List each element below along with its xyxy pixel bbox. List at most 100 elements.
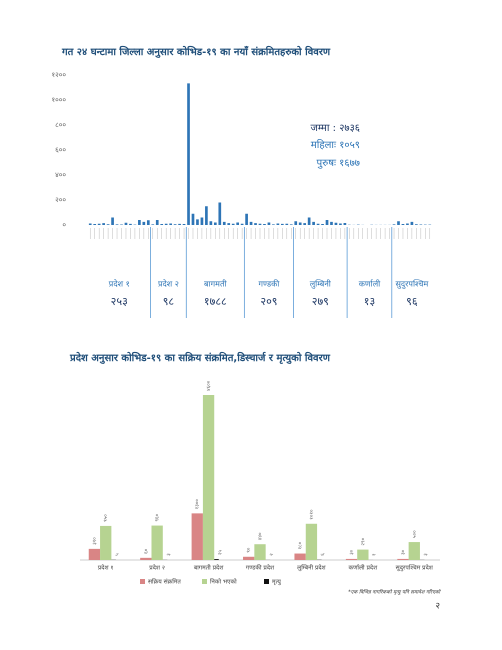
group-label: सुदुरपश्चिम [395, 279, 428, 290]
page-number: २ [435, 602, 440, 612]
bar [200, 217, 204, 225]
bar [202, 395, 215, 560]
bar [408, 542, 420, 560]
x-tick-label: प्रदेश १ [98, 564, 114, 572]
bar [415, 224, 418, 225]
bar [401, 224, 405, 225]
bar [164, 223, 168, 225]
bar [111, 217, 114, 225]
group-total: २०९ [260, 295, 277, 308]
legend-swatch [140, 579, 145, 584]
value-label: २५ [217, 550, 223, 556]
legend-label: मृत्यु [272, 579, 282, 586]
bar [205, 206, 208, 225]
value-label: ३० [400, 549, 406, 555]
bar [240, 223, 244, 225]
bar [222, 221, 226, 225]
x-tick-label: प्रदेश २ [149, 564, 165, 572]
bar [312, 221, 315, 225]
legend-swatch [202, 579, 207, 584]
bar [397, 558, 409, 560]
bar [173, 224, 177, 225]
chart-title: गत २४ घन्टामा जिल्ला अनुसार कोभिड-१९ का … [61, 45, 331, 58]
bar [289, 224, 293, 225]
bar [316, 223, 320, 225]
bar [140, 557, 152, 560]
bar [196, 219, 199, 225]
bar [88, 223, 92, 225]
value-label: ४६०० [206, 380, 212, 391]
bar [357, 549, 369, 560]
bar [254, 544, 266, 560]
group-label: लुम्बिनी [310, 279, 332, 290]
value-label: १३०० [195, 499, 201, 510]
bar [245, 213, 248, 225]
bar [267, 222, 271, 225]
bar [142, 221, 146, 225]
value-label: ३० [349, 549, 355, 555]
y-tick-label: ४०० [55, 171, 66, 179]
bar [419, 224, 423, 225]
annotation: जम्मा : २७३६ [310, 123, 360, 134]
group-label: प्रदेश १ [109, 279, 130, 289]
bar [138, 220, 141, 225]
bar [305, 523, 318, 560]
value-label: ५०० [412, 530, 418, 538]
bar [146, 220, 150, 225]
bar [191, 213, 195, 225]
group-total: २७९ [312, 295, 329, 308]
bar [227, 223, 231, 225]
bar [249, 221, 253, 225]
value-label: १ [372, 553, 378, 556]
bar [160, 224, 164, 225]
x-tick-label: सुदुरपश्चिम प्रदेश [396, 564, 434, 572]
legend-swatch [264, 579, 269, 584]
bar [325, 220, 329, 225]
legend-label: निको भएको [210, 578, 237, 586]
chart-title: प्रदेश अनुसार कोभिड-१९ का सक्रिय संक्रमि… [69, 351, 331, 364]
bar [120, 224, 123, 225]
bar [321, 224, 324, 225]
value-label: ९५० [103, 514, 109, 522]
bar [272, 224, 275, 225]
bar [243, 556, 255, 560]
bar [343, 223, 347, 225]
bar [263, 224, 266, 225]
y-tick-label: १२०० [51, 71, 66, 79]
bar [303, 223, 307, 225]
group-total: १३ [364, 295, 375, 308]
x-tick-label: गण्डकी प्रदेश [246, 564, 275, 572]
bar [285, 223, 289, 225]
group-total: २५३ [111, 295, 128, 308]
value-label: ३ [166, 553, 172, 556]
bar [231, 223, 235, 225]
bar [88, 548, 101, 560]
value-label: २९० [360, 537, 366, 545]
x-tick-label: कर्णाली प्रदेश [348, 564, 378, 572]
legend-label: सक्रिय संक्रमित [148, 578, 181, 586]
value-label: ९० [246, 547, 252, 553]
y-tick-label: १००० [51, 96, 66, 104]
bar [397, 221, 400, 225]
bar [254, 223, 257, 225]
bar [97, 223, 101, 225]
y-tick-label: २०० [55, 196, 66, 204]
group-total: १७८८ [204, 295, 227, 308]
group-total: ९६ [406, 295, 418, 308]
value-label: ९६० [155, 513, 161, 521]
bar [330, 221, 333, 225]
group-total: ९८ [163, 295, 175, 308]
bar [307, 217, 311, 225]
bar [209, 221, 213, 225]
bar [124, 222, 128, 225]
bar [151, 224, 155, 225]
bar [410, 221, 414, 225]
bar [406, 223, 409, 225]
x-tick-label: लुम्बिनी प्रदेश [297, 564, 326, 572]
bar [169, 223, 172, 225]
bar [100, 525, 112, 560]
annotation: महिलाः १०५९ [311, 139, 360, 151]
value-label: १०१० [309, 509, 315, 520]
value-label: ३१० [92, 537, 98, 545]
value-label: १८० [298, 541, 304, 549]
